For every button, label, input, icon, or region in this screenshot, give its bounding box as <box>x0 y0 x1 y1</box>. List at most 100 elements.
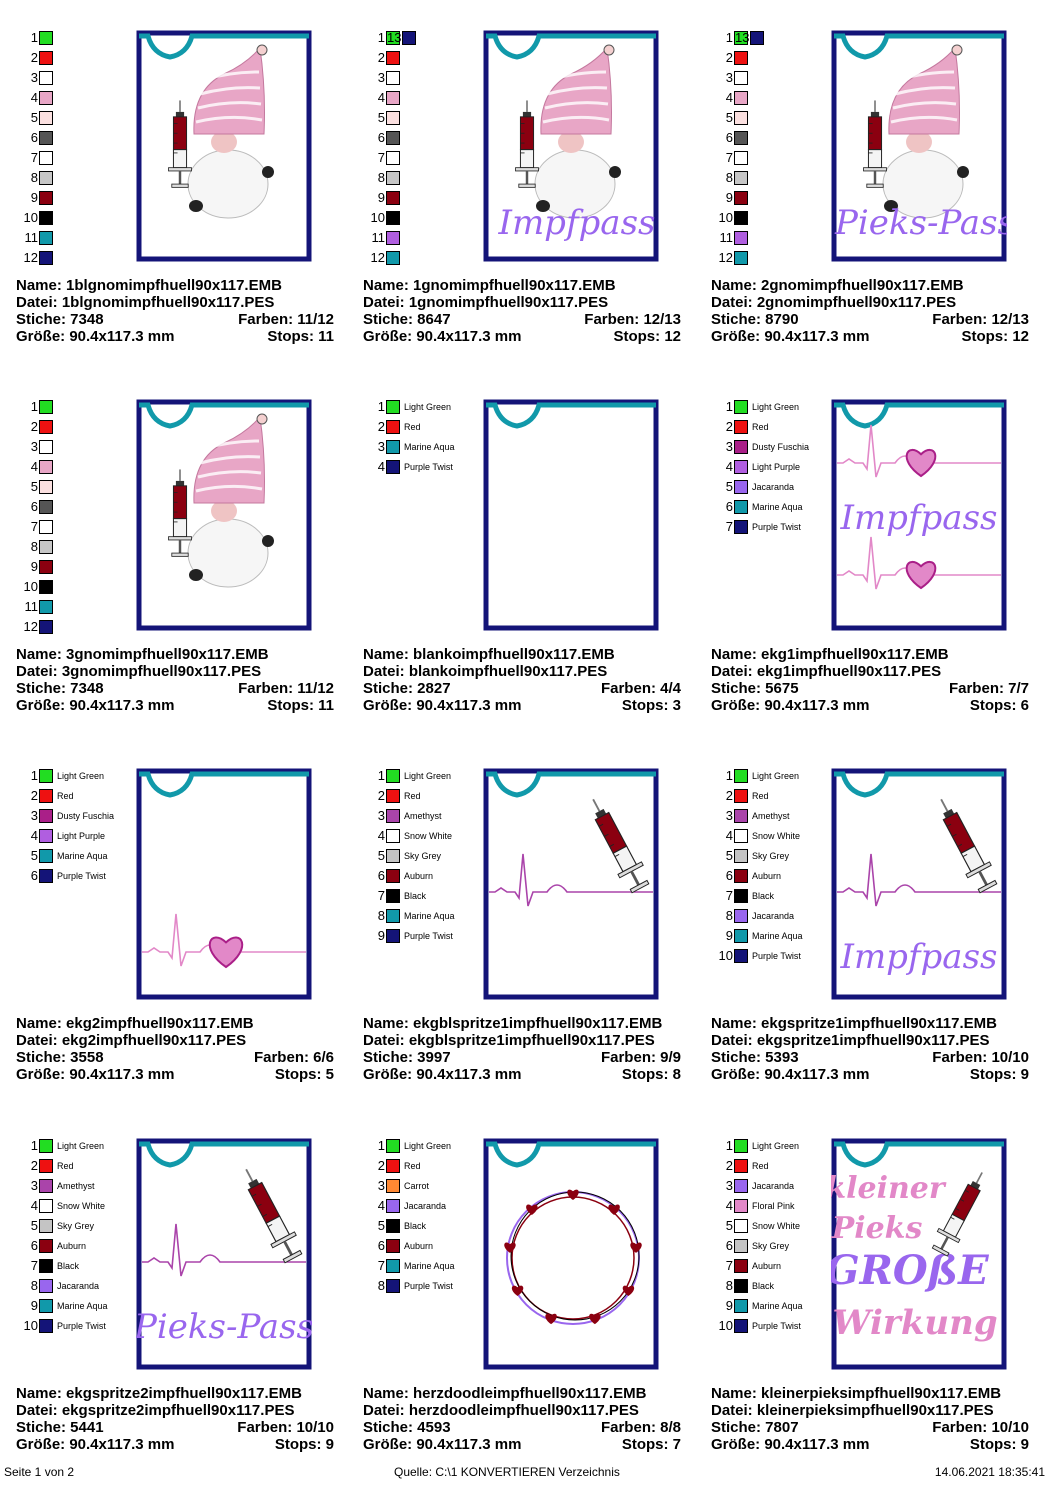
color-name: Red <box>57 791 74 801</box>
color-entry: 5 Sky Grey <box>12 1218 94 1234</box>
color-number: 9 <box>30 1298 38 1313</box>
ekg-line <box>142 1223 306 1277</box>
color-swatch <box>39 1299 53 1313</box>
color-name: Purple Twist <box>404 931 453 941</box>
color-number: 11 <box>24 230 39 245</box>
color-entry: 8 Jacaranda <box>707 908 794 924</box>
stop-count: Stops: 9 <box>969 1436 1029 1453</box>
color-swatch <box>734 191 748 205</box>
color-name: Amethyst <box>404 811 442 821</box>
design-size: Größe: 90.4x117.3 mm <box>16 697 175 714</box>
color-name: Dusty Fuschia <box>57 811 115 821</box>
color-number: 7 <box>725 519 733 534</box>
color-entry: 8 <box>707 170 748 186</box>
color-number: 10 <box>23 1318 38 1333</box>
design-size: Größe: 90.4x117.3 mm <box>711 1436 870 1453</box>
color-swatch <box>386 31 400 45</box>
color-name: Jacaranda <box>752 1181 795 1191</box>
color-swatch <box>386 171 400 185</box>
color-number: 3 <box>725 808 733 823</box>
color-number: 4 <box>725 1198 733 1213</box>
color-swatch <box>386 71 400 85</box>
color-swatch <box>386 829 400 843</box>
color-entry: 4 Jacaranda <box>359 1198 446 1214</box>
design-card: 1 Light Green 2 Red 3 Dusty Fuschia 4 Light Pur… <box>707 399 1047 759</box>
design-card: 1 2 3 4 5 6 7 8 9 10 11 12 13 Pieks-Pass Name: 2gnomim… <box>707 30 1047 390</box>
color-swatch <box>734 211 748 225</box>
stitch-count: Stiche: 3997 <box>363 1049 451 1066</box>
color-entry: 11 <box>707 230 748 246</box>
color-number: 2 <box>30 788 38 803</box>
design-text-l3: GROßE <box>831 1247 989 1294</box>
color-entry: 9 Marine Aqua <box>12 1298 108 1314</box>
color-number: 11 <box>371 230 386 245</box>
heart-icon <box>589 1313 601 1325</box>
color-entry: 7 <box>359 150 400 166</box>
color-name: Amethyst <box>57 1181 95 1191</box>
color-entry: 3 <box>359 70 400 86</box>
color-swatch <box>39 580 53 594</box>
color-swatch <box>386 789 400 803</box>
color-name: Red <box>752 1161 769 1171</box>
color-entry: 10 <box>12 579 53 595</box>
color-swatch <box>39 131 53 145</box>
color-number: 10 <box>23 210 38 225</box>
color-name: Snow White <box>404 831 453 841</box>
color-swatch <box>386 420 400 434</box>
color-name: Snow White <box>57 1201 106 1211</box>
color-entry: 3 Amethyst <box>12 1178 95 1194</box>
color-number: 5 <box>725 479 733 494</box>
color-entry: 1 <box>707 30 748 46</box>
color-swatch <box>39 151 53 165</box>
color-swatch <box>386 1199 400 1213</box>
design-card: 1 2 3 4 5 6 7 8 9 10 11 12 13 Impfpass Name: 1gnomimpf… <box>359 30 699 390</box>
color-swatch <box>386 400 400 414</box>
color-swatch <box>734 789 748 803</box>
color-swatch <box>386 889 400 903</box>
color-number: 3 <box>30 808 38 823</box>
color-number: 8 <box>377 170 385 185</box>
heart-icon <box>905 448 937 478</box>
color-swatch <box>386 869 400 883</box>
color-swatch <box>39 111 53 125</box>
stitch-count: Stiche: 4593 <box>363 1419 451 1436</box>
design-text-l1: kleiner <box>831 1171 947 1206</box>
color-number: 4 <box>377 1198 385 1213</box>
file-datei: Datei: herzdoodleimpfhuell90x117.PES <box>363 1402 639 1419</box>
file-name: Name: kleinerpieksimpfhuell90x117.EMB <box>711 1385 1002 1402</box>
color-name: Light Green <box>57 771 105 781</box>
color-name: Purple Twist <box>752 1321 801 1331</box>
color-entry: 2 Red <box>707 419 769 435</box>
color-number: 4 <box>30 459 38 474</box>
color-swatch <box>734 420 748 434</box>
color-name: Marine Aqua <box>404 911 455 921</box>
color-number: 7 <box>725 1258 733 1273</box>
color-number: 5 <box>377 848 385 863</box>
file-name: Name: ekg2impfhuell90x117.EMB <box>16 1015 254 1032</box>
color-entry: 6 Auburn <box>359 868 433 884</box>
color-entry: 6 <box>359 130 400 146</box>
color-number: 12 <box>718 250 733 265</box>
color-number: 6 <box>30 1238 38 1253</box>
color-entry: 2 Red <box>707 788 769 804</box>
color-number: 6 <box>725 1238 733 1253</box>
color-name: Marine Aqua <box>752 502 803 512</box>
color-number: 13 <box>387 30 402 45</box>
color-number: 10 <box>718 1318 733 1333</box>
color-number: 5 <box>725 110 733 125</box>
color-swatch <box>39 420 53 434</box>
color-swatch <box>386 1219 400 1233</box>
design-preview <box>136 399 312 631</box>
color-number: 2 <box>30 419 38 434</box>
color-number: 1 <box>725 1138 733 1153</box>
color-number: 3 <box>30 1178 38 1193</box>
color-number: 2 <box>30 1158 38 1173</box>
design-card: 1 Light Green 2 Red 3 Amethyst 4 Snow White 5 Sky… <box>12 1138 352 1498</box>
color-entry: 5 Snow White <box>707 1218 800 1234</box>
color-number: 1 <box>377 30 385 45</box>
color-swatch <box>39 1319 53 1333</box>
design-preview: Pieks-Pass <box>136 1138 312 1370</box>
file-info: Name: 2gnomimpfhuell90x117.EMB Datei: 2gn… <box>711 277 1029 345</box>
stitch-count: Stiche: 5675 <box>711 680 799 697</box>
color-entry: 5 <box>12 479 53 495</box>
